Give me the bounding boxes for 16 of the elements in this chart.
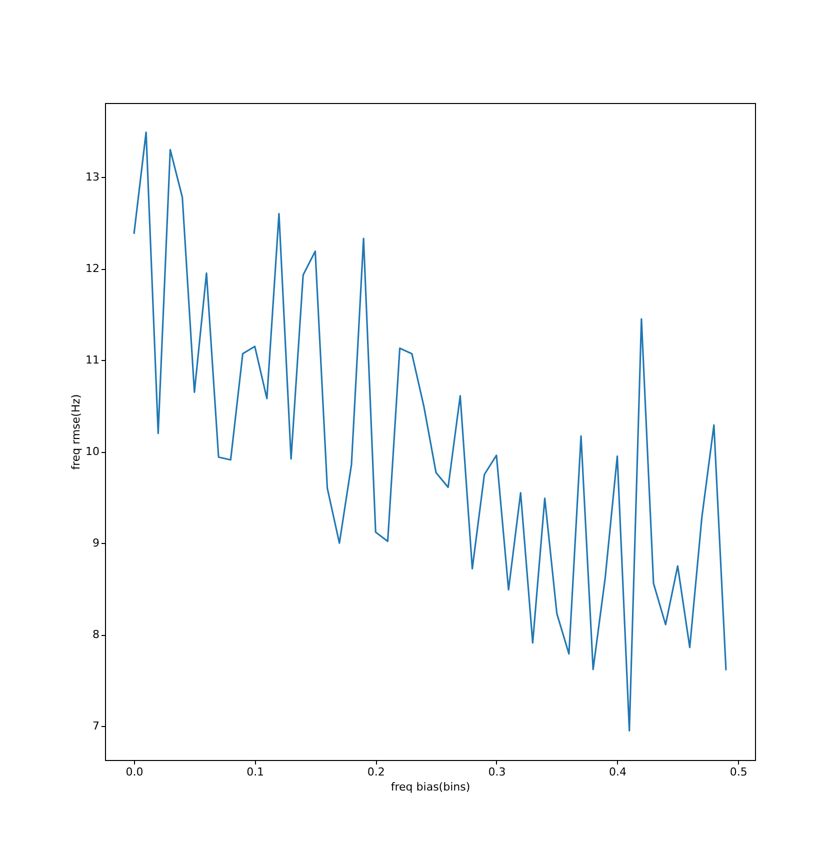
x-tick-label: 0.4 bbox=[609, 766, 627, 778]
y-tick-label: 8 bbox=[92, 628, 100, 642]
x-tick-label: 0.3 bbox=[488, 766, 506, 778]
y-tick-label: 10 bbox=[86, 445, 100, 458]
y-tick-label: 13 bbox=[86, 170, 100, 184]
x-tick-label: 0.2 bbox=[367, 766, 385, 778]
y-tick-label: 12 bbox=[86, 262, 100, 276]
y-tick-label: 7 bbox=[92, 720, 100, 733]
y-axis-title: freq rmse(Hz) bbox=[70, 394, 83, 470]
x-tick-label: 0.5 bbox=[730, 766, 748, 778]
x-tick-label: 0.1 bbox=[246, 766, 264, 778]
x-axis-title: freq bias(bins) bbox=[390, 780, 470, 794]
y-tick-label: 9 bbox=[92, 536, 100, 550]
line-series bbox=[133, 131, 727, 732]
x-tick-label: 0.0 bbox=[126, 766, 144, 778]
y-tick-label: 11 bbox=[86, 354, 100, 367]
